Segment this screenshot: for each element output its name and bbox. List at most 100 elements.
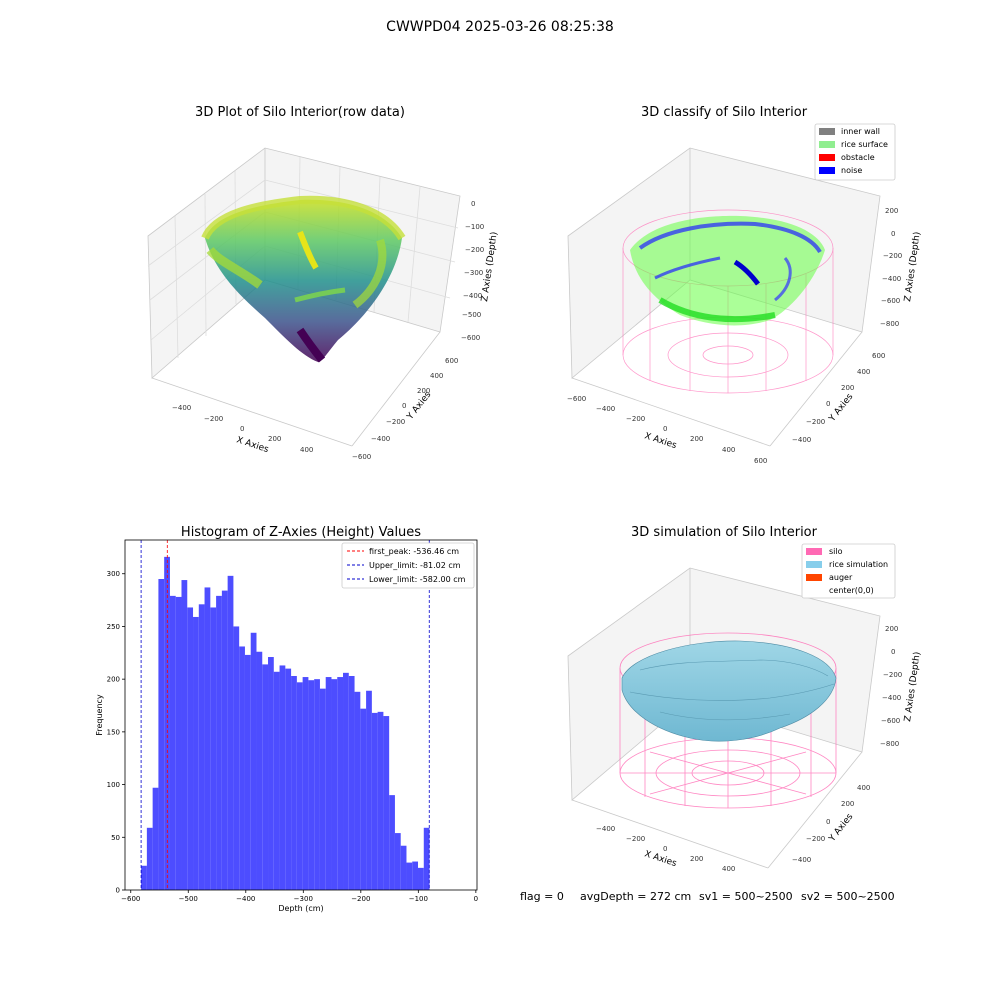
histogram-y-tick-label: 0 bbox=[116, 887, 120, 895]
simulation-z-tick: −600 bbox=[881, 717, 900, 725]
histogram-bar bbox=[210, 607, 217, 890]
raw-y-tick: −200 bbox=[386, 418, 405, 426]
histogram-bar bbox=[244, 654, 251, 890]
histogram-bar bbox=[187, 607, 194, 890]
histogram-bar bbox=[198, 604, 205, 890]
classify-z-tick: 0 bbox=[891, 230, 895, 238]
histogram-bar bbox=[141, 865, 147, 890]
simulation-z-tick: 200 bbox=[885, 625, 898, 633]
legend-swatch-noise bbox=[819, 167, 835, 174]
histogram-x-tick-label: −200 bbox=[351, 895, 370, 903]
footer-sv1: sv1 = 500~2500 bbox=[699, 890, 793, 903]
histogram-bar bbox=[360, 708, 367, 890]
raw-z-tick: −600 bbox=[461, 334, 480, 342]
simulation-z-axis-label: Z Axies (Depth) bbox=[903, 651, 923, 722]
classify-z-tick: −200 bbox=[883, 252, 902, 260]
raw-z-tick: −500 bbox=[462, 311, 481, 319]
raw-z-tick: −200 bbox=[465, 246, 484, 254]
histogram-bar bbox=[273, 671, 280, 890]
legend-upper-limit-label: Upper_limit: -81.02 cm bbox=[369, 561, 461, 570]
histogram-y-axis-label: Frequency bbox=[95, 694, 104, 736]
histogram-bar bbox=[239, 646, 245, 890]
histogram-x-tick-label: 0 bbox=[474, 895, 478, 903]
simulation-y-tick: 0 bbox=[826, 818, 830, 826]
legend-label-inner-wall: inner wall bbox=[841, 127, 880, 136]
raw-3d-point-cloud bbox=[201, 195, 406, 363]
raw-z-tick: −300 bbox=[464, 269, 483, 277]
histogram-bar bbox=[383, 716, 390, 890]
simulation-x-axis-label: X Axies bbox=[643, 849, 678, 869]
histogram-x-axis-label: Depth (cm) bbox=[278, 904, 323, 913]
legend-swatch-silo bbox=[806, 548, 822, 555]
histogram-bar bbox=[331, 679, 338, 890]
histogram-bar bbox=[152, 787, 159, 890]
simulation-x-tick: −400 bbox=[596, 825, 615, 833]
histogram-plot-frame bbox=[124, 539, 478, 891]
simulation-y-axis-label: Y Axies bbox=[827, 812, 856, 845]
classify-legend: inner wall rice surface obstacle noise bbox=[814, 123, 896, 181]
histogram-bar bbox=[262, 664, 269, 890]
classify-point-cloud bbox=[630, 215, 825, 326]
legend-swatch-rice-simulation bbox=[806, 561, 822, 568]
histogram-bar bbox=[343, 672, 349, 890]
histogram-bar bbox=[279, 665, 286, 890]
histogram-bar bbox=[227, 575, 234, 890]
classify-x-tick: 400 bbox=[722, 446, 735, 454]
raw-y-tick: 600 bbox=[445, 357, 458, 365]
histogram-x-tick-label: −400 bbox=[236, 895, 255, 903]
histogram-bar bbox=[366, 690, 372, 890]
histogram-bar bbox=[371, 712, 378, 890]
histogram-bar bbox=[146, 827, 153, 890]
panel-simulation-title: 3D simulation of Silo Interior bbox=[631, 525, 818, 540]
histogram-bar bbox=[296, 682, 303, 890]
histogram-y-ticks: 0 50 100 150 200 250 300 bbox=[107, 570, 125, 895]
simulation-x-ticks: −400 −200 0 200 400 bbox=[596, 825, 735, 873]
classify-x-tick: 200 bbox=[690, 435, 703, 443]
classify-z-tick: −600 bbox=[881, 297, 900, 305]
simulation-y-tick: −400 bbox=[792, 856, 811, 864]
classify-x-tick: 0 bbox=[663, 425, 667, 433]
histogram-y-tick-label: 150 bbox=[107, 728, 120, 736]
histogram-bar bbox=[268, 657, 274, 890]
footer-status: flag = 0 avgDepth = 272 cm sv1 = 500~250… bbox=[520, 890, 895, 903]
histogram-bar bbox=[394, 833, 401, 890]
classify-y-tick: 400 bbox=[857, 368, 870, 376]
simulation-y-tick: 200 bbox=[841, 800, 854, 808]
classify-z-tick: −400 bbox=[882, 275, 901, 283]
raw-y-tick: −600 bbox=[352, 453, 371, 461]
simulation-y-tick: −200 bbox=[806, 835, 825, 843]
raw-y-tick: 400 bbox=[430, 372, 443, 380]
classify-z-tick: −800 bbox=[880, 320, 899, 328]
histogram-y-tick-label: 200 bbox=[107, 676, 120, 684]
histogram-bar bbox=[175, 596, 182, 890]
simulation-z-tick: −400 bbox=[882, 694, 901, 702]
histogram-bar bbox=[164, 556, 170, 890]
histogram-y-tick-label: 100 bbox=[107, 781, 120, 789]
histogram-x-tick-label: −500 bbox=[179, 895, 198, 903]
legend-swatch-inner-wall bbox=[819, 128, 835, 135]
raw-z-ticks: 0 −100 −200 −300 −400 −500 −600 bbox=[461, 200, 484, 342]
histogram-bar bbox=[412, 861, 419, 890]
histogram-bar bbox=[337, 677, 344, 890]
classify-y-tick: 600 bbox=[872, 352, 885, 360]
simulation-z-tick: 0 bbox=[891, 648, 895, 656]
classify-y-tick: −400 bbox=[792, 436, 811, 444]
histogram-bar bbox=[285, 668, 292, 890]
histogram-x-tick-label: −100 bbox=[409, 895, 428, 903]
raw-x-tick: 400 bbox=[300, 446, 313, 454]
histogram-bar bbox=[406, 862, 413, 890]
histogram-bar bbox=[250, 632, 257, 890]
simulation-y-ticks: −400 −200 0 200 400 bbox=[792, 784, 870, 864]
classify-z-tick: 200 bbox=[885, 207, 898, 215]
legend-lower-limit-label: Lower_limit: -582.00 cm bbox=[369, 575, 466, 584]
raw-x-tick: 200 bbox=[268, 435, 281, 443]
histogram-bar bbox=[308, 680, 315, 890]
classify-y-tick: −200 bbox=[806, 418, 825, 426]
histogram-title: Histogram of Z-Axies (Height) Values bbox=[181, 525, 421, 540]
panel-classify-title: 3D classify of Silo Interior bbox=[641, 105, 808, 120]
footer-sv2: sv2 = 500~2500 bbox=[801, 890, 895, 903]
simulation-legend: silo rice simulation auger center(0,0) bbox=[801, 543, 896, 599]
legend-label-noise: noise bbox=[841, 166, 862, 175]
footer-avg-depth: avgDepth = 272 cm bbox=[580, 890, 691, 903]
histogram-bar bbox=[348, 675, 355, 890]
